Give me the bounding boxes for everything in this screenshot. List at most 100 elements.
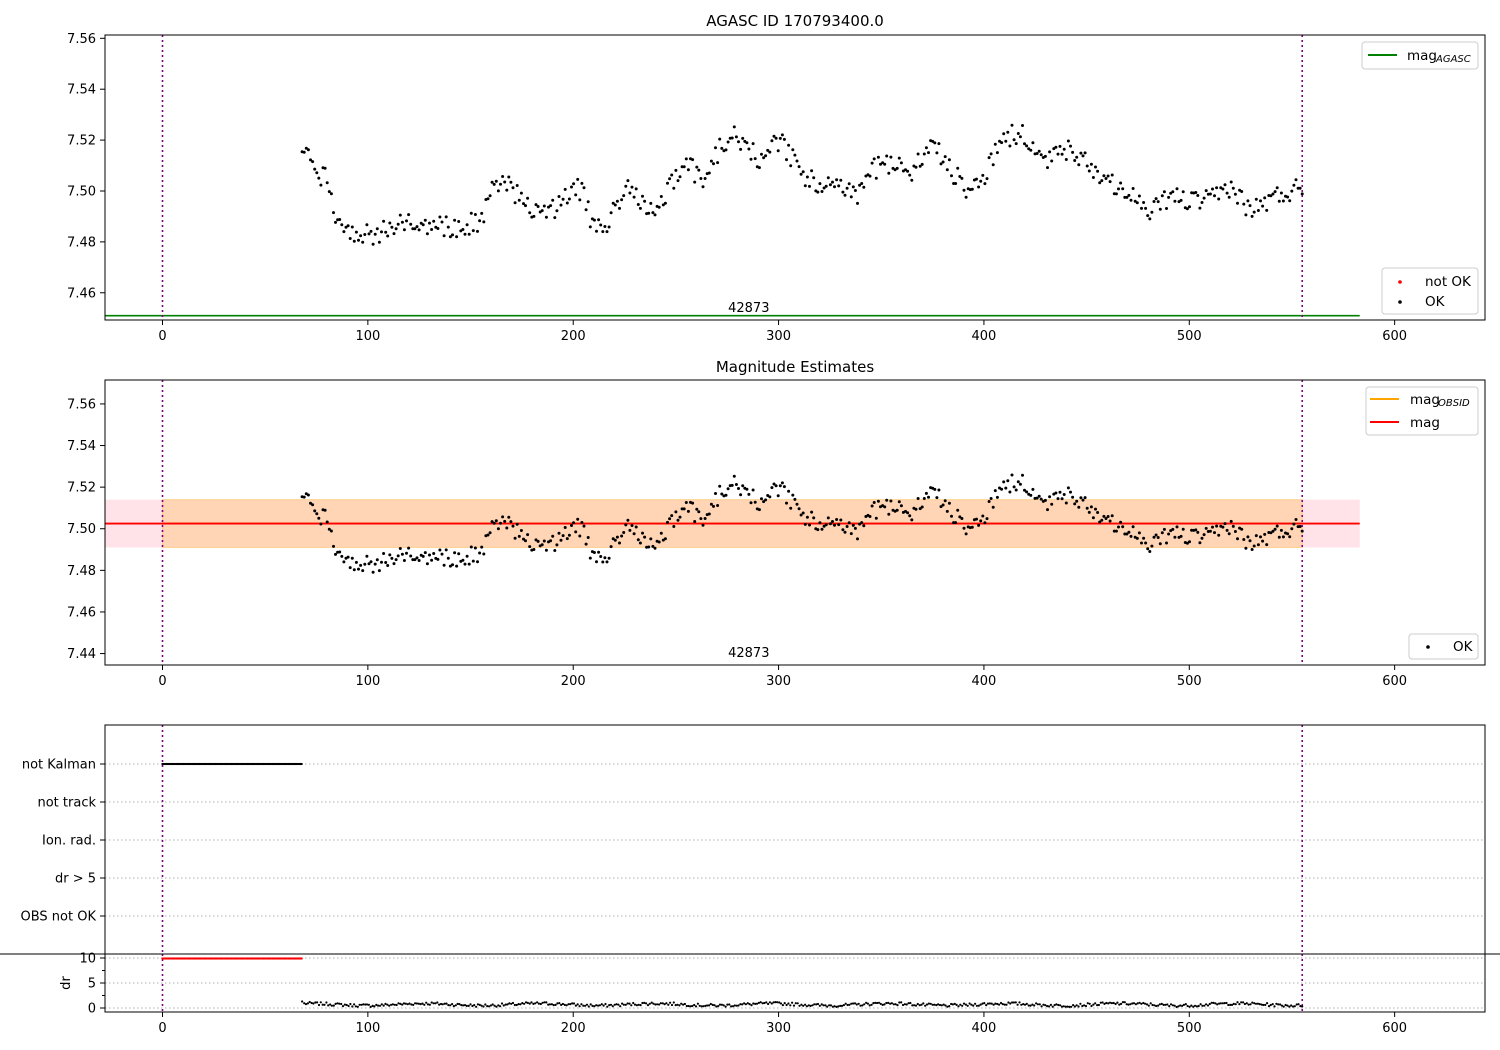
ok-point xyxy=(605,560,609,564)
ok-point xyxy=(480,211,484,215)
ok-point xyxy=(1137,194,1141,198)
ok-point xyxy=(363,233,367,236)
dr-point xyxy=(689,1005,692,1008)
ok-point xyxy=(693,180,697,184)
dr-point xyxy=(532,1002,535,1006)
ok-point xyxy=(960,517,964,520)
ok-point xyxy=(691,158,695,162)
ok-point xyxy=(885,498,889,502)
dr-point xyxy=(399,1002,402,1006)
dr-point xyxy=(874,1001,877,1005)
dr-point xyxy=(360,1003,363,1006)
dr-point xyxy=(414,1002,417,1005)
ok-point xyxy=(707,171,711,175)
ok-point xyxy=(747,492,751,496)
ok-point xyxy=(757,166,761,170)
ok-point xyxy=(551,198,555,202)
ok-point xyxy=(423,218,427,222)
ok-point xyxy=(833,523,836,527)
ok-point xyxy=(768,495,772,499)
dr-point xyxy=(868,1004,871,1007)
ok-point xyxy=(1056,497,1060,501)
dr-point xyxy=(1011,1001,1014,1004)
ok-point xyxy=(691,501,695,505)
dr-point xyxy=(1073,1005,1076,1008)
dr-point xyxy=(606,1005,609,1008)
ok-point xyxy=(897,500,901,504)
legend-label-ok: OK xyxy=(1425,294,1446,310)
ok-point xyxy=(699,177,703,180)
ok-point xyxy=(726,140,730,144)
ok-point xyxy=(1018,482,1022,486)
ok-point xyxy=(1129,534,1133,538)
ok-point xyxy=(1146,547,1150,551)
ok-point xyxy=(651,211,655,215)
ok-point xyxy=(453,218,457,222)
ok-point xyxy=(467,232,471,236)
dr-point xyxy=(1005,1003,1008,1006)
dr-point xyxy=(922,1002,925,1005)
ok-point xyxy=(914,507,918,511)
ok-point xyxy=(1250,548,1254,551)
ok-point xyxy=(413,227,417,231)
dr-point xyxy=(1221,1002,1224,1005)
ok-point xyxy=(860,521,864,525)
dr-point xyxy=(998,1003,1001,1006)
dr-point xyxy=(731,1005,735,1008)
dr-point xyxy=(595,1004,598,1007)
ok-point xyxy=(332,544,335,548)
dr-point xyxy=(1197,1004,1200,1008)
dr-point xyxy=(402,1002,406,1005)
dr-point xyxy=(417,1002,420,1005)
dr-point xyxy=(536,1001,539,1004)
dr-point xyxy=(951,1003,955,1006)
ok-point xyxy=(624,523,628,527)
dr-point xyxy=(896,1004,899,1007)
ok-point xyxy=(1064,158,1068,161)
ok-point xyxy=(1217,533,1221,537)
dr-point xyxy=(1112,1001,1115,1005)
dr-point xyxy=(737,1004,740,1007)
dr-point xyxy=(931,1003,934,1006)
dr-point xyxy=(966,1004,969,1007)
dr-point xyxy=(990,1002,993,1005)
ok-point xyxy=(941,160,945,164)
dr-point xyxy=(942,1003,945,1006)
ok-point xyxy=(995,151,999,155)
ok-point xyxy=(476,229,479,233)
dr-point xyxy=(1083,1004,1086,1007)
x-tick-label: 400 xyxy=(972,674,997,689)
ok-point xyxy=(482,552,486,556)
dr-point xyxy=(794,1002,797,1005)
dr-point xyxy=(1147,1004,1150,1007)
ok-point xyxy=(586,200,590,204)
dr-point xyxy=(539,1002,542,1006)
dr-point xyxy=(574,1004,578,1007)
dr-point xyxy=(1057,1003,1060,1007)
x-tick-label: 300 xyxy=(766,329,791,344)
dr-point xyxy=(373,1005,376,1008)
ok-point xyxy=(939,505,943,509)
dr-point xyxy=(1271,1003,1274,1006)
ok-point xyxy=(943,499,947,503)
obsid-label: 42873 xyxy=(728,301,769,316)
ok-point xyxy=(985,177,989,181)
ok-point xyxy=(1248,204,1252,208)
ok-point xyxy=(572,182,576,186)
dr-point xyxy=(707,1004,711,1007)
magnitude-estimates-panel: Magnitude Estimates 42873 0 100 200 300 400 5… xyxy=(67,358,1486,689)
ok-point xyxy=(1100,179,1104,183)
ok-point xyxy=(789,164,793,168)
dr-point xyxy=(378,1004,382,1007)
ok-point xyxy=(885,154,889,158)
ok-point xyxy=(1075,499,1079,503)
dr-point xyxy=(1031,1003,1034,1006)
dr-point xyxy=(763,1001,766,1005)
dr-point xyxy=(739,1003,742,1006)
ok-point xyxy=(947,501,951,505)
ok-point xyxy=(359,563,363,567)
ok-point xyxy=(515,522,519,526)
legend-marker-ok xyxy=(1426,645,1430,649)
ok-point xyxy=(1098,520,1102,524)
legend-label-subscript: AGASC xyxy=(1435,54,1471,65)
